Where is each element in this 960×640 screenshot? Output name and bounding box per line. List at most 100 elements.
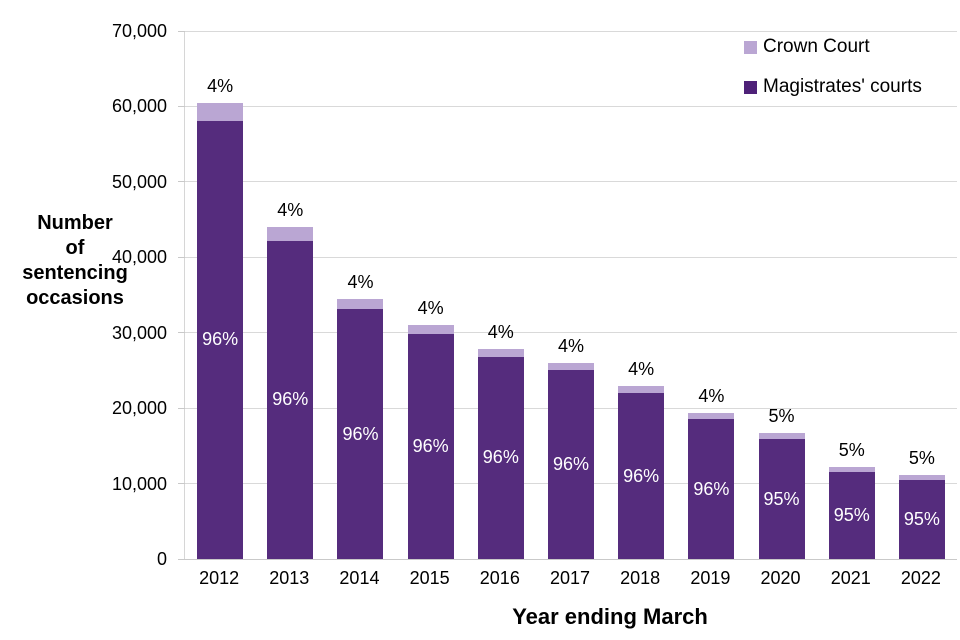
y-tick-mark	[178, 30, 185, 32]
bar-segment-crown-court	[828, 466, 875, 472]
magistrates-courts-swatch-icon	[744, 80, 757, 94]
bar-2013: 96%	[267, 227, 314, 559]
bar-2022: 95%	[898, 475, 945, 559]
legend-item-crown-court: Crown Court	[744, 36, 922, 58]
x-tick-label-2015: 2015	[409, 568, 450, 588]
bar-2012: 96%	[197, 102, 244, 559]
magistrates-percent-label: 95%	[833, 504, 870, 525]
bar-segment-crown-court	[477, 348, 524, 357]
y-tick-label: 0	[156, 549, 167, 569]
y-tick-label: 40,000	[111, 247, 167, 268]
bar-segment-magistrates-courts: 96%	[267, 240, 314, 559]
y-tick-mark	[178, 181, 185, 183]
magistrates-percent-label: 96%	[202, 329, 239, 350]
y-axis-tick-labels: 0 10,000 20,000 30,000 40,000 50,000 60,000 70,…	[0, 21, 167, 569]
x-tick-label-2020: 2020	[760, 568, 801, 588]
bar-segment-crown-court	[267, 227, 314, 241]
y-tick-mark	[178, 558, 185, 560]
crown-percent-label: 4%	[557, 335, 584, 356]
crown-percent-label: 5%	[838, 439, 865, 460]
x-tick-label-2022: 2022	[900, 568, 941, 588]
bar-segment-magistrates-courts: 96%	[337, 309, 384, 559]
magistrates-percent-label: 96%	[693, 478, 730, 499]
legend-item-magistrates-courts: Magistrates' courts	[744, 76, 922, 98]
bar-segment-magistrates-courts: 96%	[618, 393, 665, 559]
bar-segment-magistrates-courts: 96%	[548, 370, 594, 559]
x-tick-label-2018: 2018	[620, 568, 661, 588]
magistrates-percent-label: 95%	[763, 488, 800, 509]
bar-segment-magistrates-courts: 96%	[477, 356, 524, 559]
bar-segment-magistrates-courts: 95%	[758, 439, 805, 559]
y-tick-label: 20,000	[111, 398, 167, 419]
magistrates-percent-label: 96%	[272, 389, 309, 410]
magistrates-percent-label: 96%	[412, 436, 449, 457]
magistrates-percent-label: 96%	[342, 423, 379, 444]
bar-2019: 96%	[688, 413, 735, 559]
x-axis-category-labels: 2012 2013 2014 2015 2016 2017 2018 2019 2020 2021…	[184, 568, 956, 592]
y-tick-label: 50,000	[111, 171, 167, 192]
bar-segment-magistrates-courts: 96%	[197, 120, 244, 559]
x-axis-title: Year ending March	[512, 604, 708, 629]
bar-segment-crown-court	[898, 475, 945, 480]
bar-segment-magistrates-courts: 96%	[407, 334, 454, 559]
plot-area: 96% 4% 96% 4% 96% 4% 96% 4% 96% 4% 96% 4% 96% 4% 96% 4%…	[178, 30, 957, 560]
gridline	[185, 256, 957, 258]
magistrates-percent-label: 95%	[903, 508, 940, 529]
y-tick-mark	[178, 105, 185, 107]
y-tick-mark	[178, 483, 185, 485]
x-tick-label-2016: 2016	[479, 568, 520, 588]
bar-segment-crown-court	[618, 386, 665, 394]
crown-percent-label: 4%	[207, 75, 234, 96]
bar-segment-magistrates-courts: 96%	[688, 419, 735, 559]
crown-percent-label: 5%	[768, 406, 795, 427]
gridline	[185, 105, 957, 107]
x-tick-label-2012: 2012	[199, 568, 240, 588]
gridline	[185, 30, 957, 32]
bar-segment-crown-court	[197, 102, 244, 121]
gridline	[185, 332, 957, 334]
bar-2020: 95%	[758, 433, 805, 559]
crown-court-swatch-icon	[744, 40, 757, 54]
x-tick-label-2014: 2014	[339, 568, 380, 588]
legend-label: Magistrates' courts	[763, 76, 922, 97]
gridline	[185, 181, 957, 183]
y-tick-label: 60,000	[111, 96, 167, 117]
legend-label: Crown Court	[763, 36, 870, 57]
magistrates-percent-label: 96%	[623, 465, 660, 486]
y-tick-mark	[178, 407, 185, 409]
y-tick-mark	[178, 256, 185, 258]
bar-2015: 96%	[407, 325, 454, 559]
crown-percent-label: 4%	[487, 321, 514, 342]
x-tick-label-2021: 2021	[830, 568, 871, 588]
bar-segment-crown-court	[688, 413, 735, 420]
bar-2018: 96%	[618, 386, 665, 559]
magistrates-percent-label: 96%	[552, 454, 590, 475]
crown-percent-label: 4%	[277, 200, 304, 221]
x-tick-label-2019: 2019	[690, 568, 731, 588]
y-tick-label: 30,000	[111, 322, 167, 343]
crown-percent-label: 5%	[908, 448, 935, 469]
bar-segment-crown-court	[758, 433, 805, 440]
crown-percent-label: 4%	[347, 271, 374, 292]
legend: Crown Court Magistrates' courts	[744, 36, 922, 116]
crown-percent-label: 4%	[628, 359, 655, 380]
bar-2016: 96%	[477, 348, 524, 559]
bar-2014: 96%	[337, 298, 384, 559]
bar-segment-crown-court	[407, 325, 454, 335]
crown-percent-label: 4%	[698, 386, 725, 407]
bar-2017: 96%	[548, 362, 594, 559]
x-tick-label-2013: 2013	[269, 568, 310, 588]
crown-percent-label: 4%	[417, 298, 444, 319]
bar-segment-magistrates-courts: 95%	[898, 479, 945, 559]
magistrates-percent-label: 96%	[482, 447, 519, 468]
y-tick-mark	[178, 332, 185, 334]
y-axis-title: Number of sentencing occasions	[22, 212, 128, 309]
y-tick-label: 70,000	[111, 21, 167, 41]
bar-2021: 95%	[828, 466, 875, 559]
x-tick-label-2017: 2017	[549, 568, 591, 588]
y-tick-label: 10,000	[111, 473, 167, 494]
bar-segment-crown-court	[548, 362, 594, 371]
bar-segment-magistrates-courts: 95%	[828, 471, 875, 559]
bar-segment-crown-court	[337, 298, 384, 310]
